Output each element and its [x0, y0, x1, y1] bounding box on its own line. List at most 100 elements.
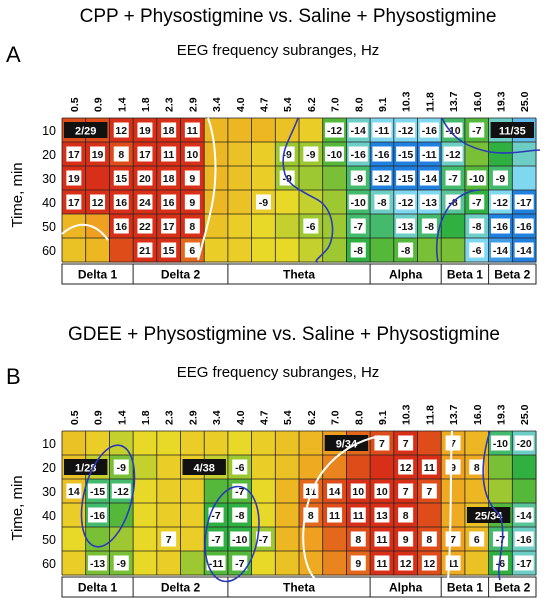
panel-b-x-tick-label: 4.7: [258, 410, 270, 425]
panel-b-cell-r2-c4: [133, 455, 158, 480]
panel-a-value-label: 16: [115, 221, 127, 233]
panel-b-value-label-bg: [113, 555, 129, 571]
panel-b-value-label: 11: [353, 510, 364, 522]
panel-a-cell-r6-c17: [441, 238, 466, 263]
panel-a-value-label-bg: [514, 242, 534, 258]
panel-b-value-label: 11: [376, 534, 387, 546]
panel-b-cell-r3-c9: [251, 479, 276, 504]
panel-b-value-label: 9: [355, 558, 361, 570]
panel-a-value-label: -11: [375, 125, 390, 137]
panel-a-value-label-bg: [161, 170, 177, 186]
panel-a-value-label-bg: [396, 218, 416, 234]
panel-b-value-label-bg: [374, 555, 390, 571]
panel-a-significance-badge: [64, 122, 108, 138]
panel-a-x-tick-label: 19.3: [495, 91, 507, 112]
panel-a-value-label: 11: [187, 125, 198, 137]
panel-b-contour-beta2: [482, 430, 504, 581]
panel-a-value-label-bg: [137, 194, 153, 210]
panel-b-value-label-bg: [490, 435, 510, 451]
panel-b-cell-r3-c17: [441, 479, 466, 504]
panel-b-value-label-bg: [113, 459, 129, 475]
panel-b-value-label: -16: [90, 510, 105, 522]
panel-b-cell-r2-c20: [512, 455, 537, 480]
panel-b-value-label: 8: [355, 534, 361, 546]
panel-b-value-label: -7: [235, 558, 244, 570]
panel-a-value-label-bg: [348, 194, 368, 210]
panel-a-cell-r1-c7: [204, 118, 229, 143]
panel-a-value-label-bg: [66, 146, 82, 162]
panel-b-value-label: 7: [166, 534, 172, 546]
panel-b-cell-r5-c2: [85, 527, 110, 552]
panel-a-value-label: 9: [189, 197, 195, 209]
panel-a-value-label: -8: [448, 197, 457, 209]
panel-a-y-tick-label: 60: [42, 244, 56, 258]
panel-a-value-label-bg: [398, 242, 414, 258]
panel-a-x-tick-label: 5.4: [282, 97, 294, 112]
panel-b-value-label-bg: [398, 531, 414, 547]
panel-b-x-tick-label: 5.4: [282, 410, 294, 425]
panel-a-cell-r4-c12: [322, 190, 347, 215]
panel-b-value-label: 11: [329, 510, 340, 522]
panel-a-value-label-bg: [419, 122, 439, 138]
panel-a-value-label: 15: [163, 245, 175, 257]
panel-a-value-label: -16: [374, 149, 389, 161]
panel-b-cell-r1-c4: [133, 431, 158, 456]
panel-a-cell-r3-c9: [251, 166, 276, 191]
panel-a-value-label: 11: [163, 149, 174, 161]
panel-b-value-label: -8: [235, 510, 244, 522]
panel-a-x-tick-label: 2.3: [164, 97, 176, 112]
panel-b-value-label: -10: [232, 534, 247, 546]
panel-a-value-label: -16: [351, 149, 366, 161]
panel-b-value-label-bg: [88, 483, 108, 499]
panel-b-value-label: 8: [474, 462, 480, 474]
panel-b-x-tick-label: 8.0: [353, 410, 365, 425]
panel-a-value-label: 12: [92, 197, 104, 209]
panel-b-cell-r6-c5: [156, 551, 182, 576]
panel-b-xlabel: EEG frequency subranges, Hz: [177, 364, 380, 381]
panel-b-value-label: 8: [308, 510, 314, 522]
panel-a-value-label-bg: [137, 146, 153, 162]
panel-a-cell-r1-c8: [227, 118, 253, 143]
panel-b-value-label: 9: [403, 534, 409, 546]
panel-b-value-label-bg: [327, 507, 343, 523]
panel-b-value-label: -6: [235, 462, 244, 474]
panel-a-value-label: -12: [327, 125, 342, 137]
panel-a-value-label-bg: [469, 194, 485, 210]
panel-a-x-tick-label: 9.1: [377, 97, 389, 112]
panel-a-value-label-bg: [90, 194, 106, 210]
panel-a-value-label: -12: [493, 197, 508, 209]
panel-a-ylabel: Time, min: [9, 162, 26, 227]
panel-a-value-label-bg: [184, 170, 200, 186]
panel-b-cell-r2-c5: [156, 455, 182, 480]
panel-b-value-label-bg: [350, 507, 366, 523]
panel-b-cell-r4-c5: [156, 503, 182, 528]
panel-a-cell-r2-c19: [488, 142, 513, 167]
panel-a-value-label-bg: [113, 194, 129, 210]
panel-b-value-label: 12: [400, 558, 412, 570]
panel-b-value-label-bg: [421, 459, 437, 475]
panel-a-value-label: 17: [68, 149, 80, 161]
panel-b-cell-r3-c19: [488, 479, 513, 504]
panel-b-value-label-bg: [398, 435, 414, 451]
panel-b-cell-r3-c10: [275, 479, 300, 504]
panel-a-value-label: 19: [92, 149, 104, 161]
panel-b-value-label-bg: [327, 483, 343, 499]
panel-a-value-label-bg: [161, 218, 177, 234]
panel-b-value-label-bg: [514, 435, 534, 451]
panel-b-cell-r5-c6: [180, 527, 205, 552]
panel-b-cell-r6-c11: [299, 551, 324, 576]
panel-a-value-label-bg: [66, 170, 82, 186]
panel-a-value-label-bg: [396, 146, 416, 162]
panel-a-value-label-bg: [161, 194, 177, 210]
panel-b-significance-label: 9/34: [336, 439, 358, 451]
panel-a-value-label: 18: [163, 173, 175, 185]
panel-b-value-label-bg: [421, 531, 437, 547]
panel-a-value-label: -14: [493, 245, 508, 257]
panel-b-x-tick-label: 25.0: [519, 404, 531, 425]
panel-b-value-label: 8: [426, 534, 432, 546]
panel-a-cell-r3-c11: [299, 166, 324, 191]
panel-a-value-label: -16: [493, 221, 508, 233]
panel-b-cell-r4-c17: [441, 503, 466, 528]
panel-a-cell-r5-c12: [322, 214, 347, 239]
panel-b-cell-r6-c12: [322, 551, 347, 576]
